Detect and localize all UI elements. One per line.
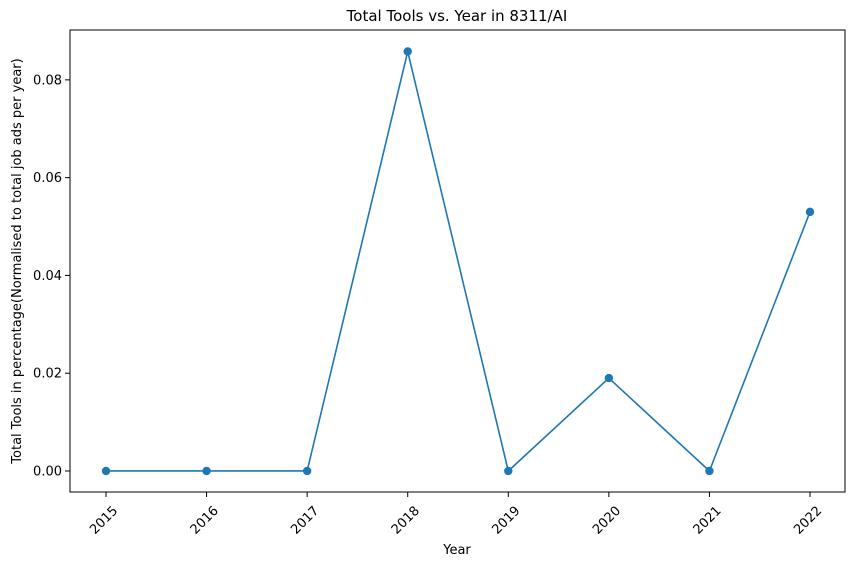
x-tick-label: 2022 bbox=[791, 504, 825, 538]
y-tick-label: 0.06 bbox=[33, 171, 62, 186]
y-tick-label: 0.00 bbox=[33, 464, 62, 479]
series-line bbox=[106, 50, 811, 472]
x-tick-label: 2017 bbox=[288, 504, 322, 538]
x-axis-ticks: 2015 2016 2017 2018 2019 2020 2021 2022 bbox=[87, 492, 825, 538]
data-point bbox=[705, 466, 714, 476]
data-point bbox=[403, 47, 412, 56]
y-axis-title: Total Tools in percentage(Normalised to … bbox=[10, 58, 25, 464]
x-tick-label: 2021 bbox=[691, 504, 725, 538]
data-point bbox=[604, 373, 614, 383]
y-axis-ticks: 0.00 0.02 0.04 0.06 0.08 bbox=[33, 73, 70, 479]
data-point bbox=[101, 466, 111, 476]
x-tick-label: 2018 bbox=[389, 504, 423, 538]
y-tick-label: 0.08 bbox=[33, 73, 62, 88]
x-tick-label: 2016 bbox=[188, 504, 222, 538]
y-tick-label: 0.04 bbox=[33, 269, 62, 284]
data-point bbox=[302, 466, 312, 476]
data-point bbox=[202, 466, 211, 476]
data-point bbox=[504, 466, 513, 476]
chart-title: Total Tools vs. Year in 8311/AI bbox=[346, 7, 568, 25]
x-tick-label: 2019 bbox=[489, 504, 523, 538]
y-tick-label: 0.02 bbox=[33, 367, 62, 382]
data-series bbox=[101, 47, 815, 476]
x-axis-title: Year bbox=[442, 543, 471, 558]
x-tick-label: 2015 bbox=[87, 504, 121, 538]
data-point bbox=[805, 207, 815, 217]
plot-frame bbox=[69, 29, 846, 493]
x-tick-label: 2020 bbox=[590, 504, 624, 538]
